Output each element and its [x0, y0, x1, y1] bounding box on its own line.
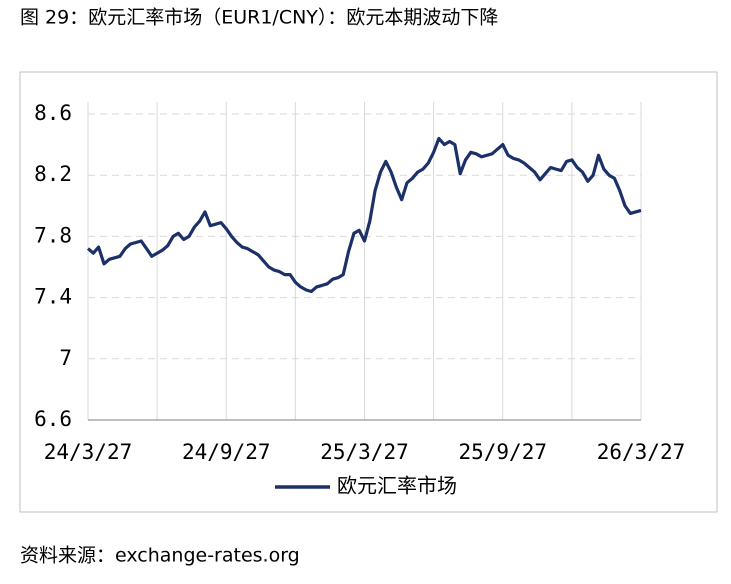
y-tick-label: 7 [59, 346, 72, 370]
source-note: 资料来源：exchange-rates.org [20, 545, 300, 567]
series-line [86, 136, 642, 294]
y-tick-label: 6.6 [34, 407, 72, 431]
y-tick-label: 8.6 [34, 101, 72, 125]
plot-area: 8.6 8.2 7.8 7.4 7 6.6 24/3/27 24/9/27 25/3/27 25/… [34, 101, 685, 498]
figure-title: 图 29：欧元汇率市场（EUR1/CNY）：欧元本期波动下降 [20, 7, 498, 29]
legend-label: 欧元汇率市场 [337, 474, 457, 498]
x-tick-label: 25/9/27 [458, 440, 547, 464]
x-tick-label: 26/3/27 [597, 440, 686, 464]
y-tick-label: 8.2 [34, 162, 72, 186]
y-tick-label: 7.4 [34, 285, 72, 309]
x-tick-label: 24/3/27 [44, 440, 133, 464]
x-tick-label: 25/3/27 [320, 440, 409, 464]
chart-frame [19, 71, 718, 513]
y-tick-label: 7.8 [34, 223, 72, 247]
x-tick-label: 24/9/27 [182, 440, 271, 464]
